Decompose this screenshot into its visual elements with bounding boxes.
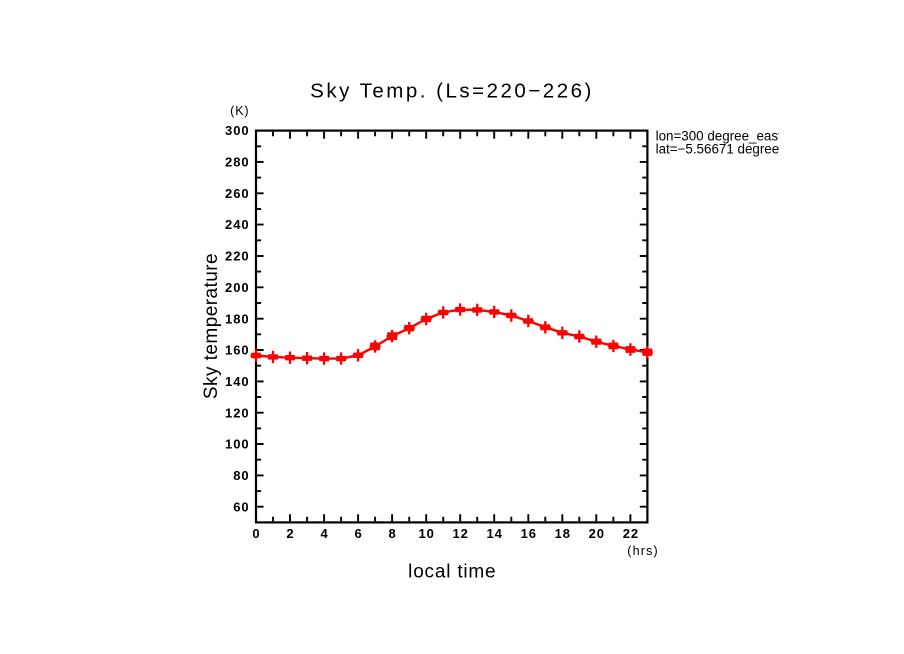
svg-text:local time: local time (408, 562, 496, 583)
svg-text:220: 220 (225, 249, 250, 264)
svg-text:14: 14 (487, 526, 503, 541)
svg-text:4: 4 (321, 526, 329, 541)
svg-text:20: 20 (589, 526, 605, 541)
svg-text:22: 22 (623, 526, 639, 541)
svg-text:120: 120 (225, 405, 250, 420)
svg-text:160: 160 (225, 343, 250, 358)
svg-text:2: 2 (286, 526, 294, 541)
svg-text:(K): (K) (230, 104, 249, 118)
svg-text:80: 80 (233, 468, 249, 483)
svg-text:100: 100 (225, 437, 250, 452)
svg-text:Sky temperature: Sky temperature (201, 253, 222, 399)
svg-text:6: 6 (355, 526, 363, 541)
svg-text:(hrs): (hrs) (627, 544, 659, 558)
svg-text:60: 60 (233, 499, 249, 514)
svg-text:280: 280 (225, 155, 250, 170)
svg-text:240: 240 (225, 217, 250, 232)
svg-text:10: 10 (419, 526, 435, 541)
svg-text:12: 12 (453, 526, 469, 541)
svg-text:0: 0 (252, 526, 260, 541)
svg-text:18: 18 (555, 526, 571, 541)
svg-text:260: 260 (225, 186, 250, 201)
svg-text:180: 180 (225, 311, 250, 326)
svg-text:16: 16 (521, 526, 537, 541)
svg-text:Sky Temp. (Ls=220−226): Sky Temp. (Ls=220−226) (310, 80, 594, 103)
svg-text:8: 8 (389, 526, 397, 541)
svg-text:lon=300 degree_east: lon=300 degree_east (656, 129, 782, 144)
svg-text:300: 300 (225, 123, 250, 138)
svg-text:140: 140 (225, 374, 250, 389)
svg-text:lat=−5.56671 degrees: lat=−5.56671 degrees (656, 142, 787, 157)
svg-text:200: 200 (225, 280, 250, 295)
